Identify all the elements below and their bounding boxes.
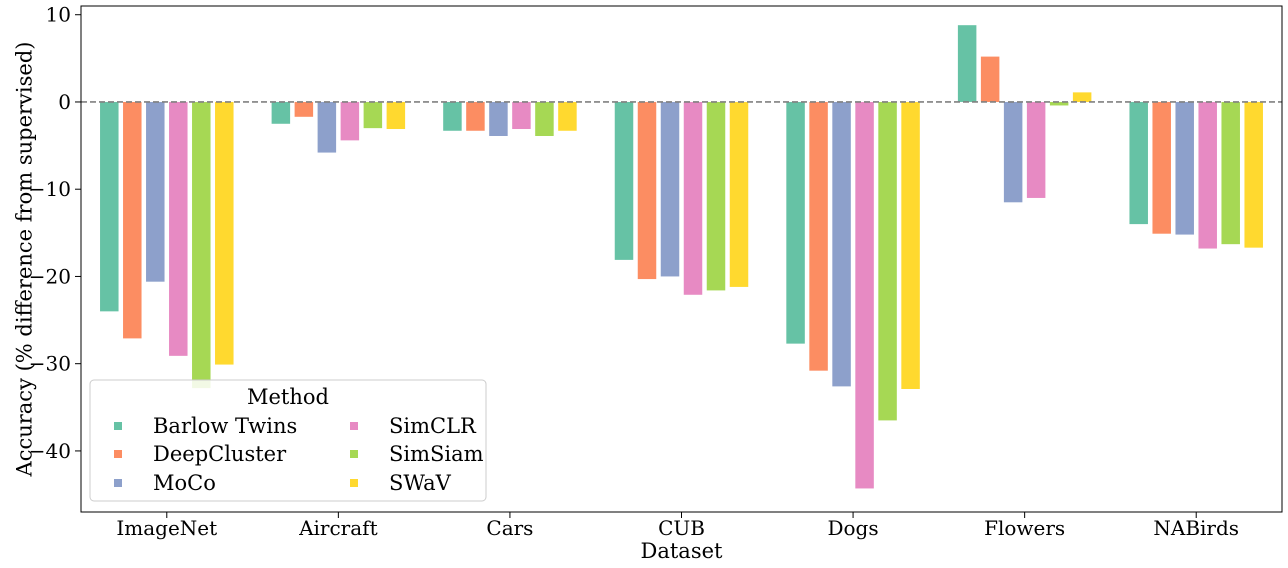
bar-simsiam-cars xyxy=(535,101,554,136)
legend-marker xyxy=(350,422,358,430)
y-tick-label: 0 xyxy=(58,90,71,114)
bar-swav-aircraft xyxy=(386,101,406,130)
legend-items: Barlow Twins DeepCluster MoCo SimCLR SimSiam… xyxy=(114,414,484,495)
legend-marker xyxy=(114,450,122,458)
bar-deepcluster-dogs xyxy=(809,101,828,371)
bar-moco-aircraft xyxy=(317,101,337,153)
bar-simclr-imagenet xyxy=(169,101,188,356)
bar-deepcluster-imagenet xyxy=(123,101,142,339)
bar-simclr-aircraft xyxy=(340,101,360,141)
legend-box xyxy=(89,379,487,502)
bar-barlow-twins-imagenet xyxy=(100,101,119,312)
bar-swav-cars xyxy=(558,101,577,131)
bar-simclr-nabirds xyxy=(1198,101,1217,249)
bar-simsiam-imagenet xyxy=(192,101,211,389)
legend-marker xyxy=(350,479,358,487)
legend-label: SimSiam xyxy=(389,442,484,466)
legend-label: Barlow Twins xyxy=(153,414,297,438)
legend-title: Method xyxy=(247,385,329,409)
legend-marker xyxy=(350,450,358,458)
x-tick-label: CUB xyxy=(658,516,705,540)
bar-barlow-twins-flowers xyxy=(957,25,977,102)
bar-swav-imagenet xyxy=(215,101,234,365)
y-tick-label: −10 xyxy=(29,177,71,201)
legend-label: SWaV xyxy=(389,471,452,495)
x-tick-label: Aircraft xyxy=(298,516,378,540)
bar-barlow-twins-cars xyxy=(443,101,462,131)
bar-barlow-twins-cub xyxy=(614,101,634,260)
bar-simsiam-nabirds xyxy=(1221,101,1240,245)
bar-moco-dogs xyxy=(832,101,851,387)
y-tick-label: −30 xyxy=(29,352,71,376)
bar-simsiam-flowers xyxy=(1049,101,1069,106)
bar-barlow-twins-aircraft xyxy=(271,101,291,124)
bars-layer xyxy=(100,25,1263,489)
bar-barlow-twins-dogs xyxy=(786,101,805,344)
bar-simclr-cars xyxy=(512,101,531,130)
bar-simclr-dogs xyxy=(855,101,874,489)
bar-deepcluster-flowers xyxy=(980,56,1000,102)
legend-label: MoCo xyxy=(153,471,216,495)
bar-moco-cars xyxy=(489,101,508,136)
legend-label: DeepCluster xyxy=(153,442,287,466)
bar-moco-imagenet xyxy=(146,101,165,282)
y-tick-label: −20 xyxy=(29,264,71,288)
bar-deepcluster-cub xyxy=(637,101,657,280)
y-axis-label: Accuracy (% difference from supervised) xyxy=(12,42,36,478)
x-tick-label: Dogs xyxy=(827,516,878,540)
bar-swav-nabirds xyxy=(1244,101,1263,248)
x-tick-label: NABirds xyxy=(1153,516,1239,540)
bar-simsiam-aircraft xyxy=(363,101,383,129)
bar-deepcluster-nabirds xyxy=(1152,101,1171,234)
x-tick-label: Cars xyxy=(486,516,533,540)
y-tick-label: 10 xyxy=(46,3,71,27)
y-tick-label: −40 xyxy=(29,439,71,463)
bar-moco-nabirds xyxy=(1175,101,1194,235)
bar-deepcluster-cars xyxy=(466,101,485,131)
bar-swav-flowers xyxy=(1072,92,1092,102)
x-tick-label: ImageNet xyxy=(116,516,217,540)
bar-deepcluster-aircraft xyxy=(294,101,314,117)
bar-swav-cub xyxy=(729,101,749,287)
x-tick-label: Flowers xyxy=(984,516,1065,540)
bar-simsiam-dogs xyxy=(878,101,897,421)
bar-simsiam-cub xyxy=(706,101,726,291)
bar-simclr-flowers xyxy=(1026,101,1046,198)
bar-moco-flowers xyxy=(1003,101,1023,203)
legend: Method Barlow Twins DeepCluster MoCo SimCLR… xyxy=(89,379,487,502)
bar-simclr-cub xyxy=(683,101,703,295)
bar-moco-cub xyxy=(660,101,680,277)
legend-marker xyxy=(114,479,122,487)
bar-barlow-twins-nabirds xyxy=(1129,101,1148,225)
y-axis: 10 0 −10 −20 −30 −40 xyxy=(29,3,81,463)
x-axis-label: Dataset xyxy=(641,539,724,563)
legend-marker xyxy=(114,422,122,430)
x-axis: ImageNet Aircraft Cars CUB Dogs Flowers NABird… xyxy=(116,512,1239,540)
bar-swav-dogs xyxy=(901,101,920,389)
legend-label: SimCLR xyxy=(389,414,477,438)
